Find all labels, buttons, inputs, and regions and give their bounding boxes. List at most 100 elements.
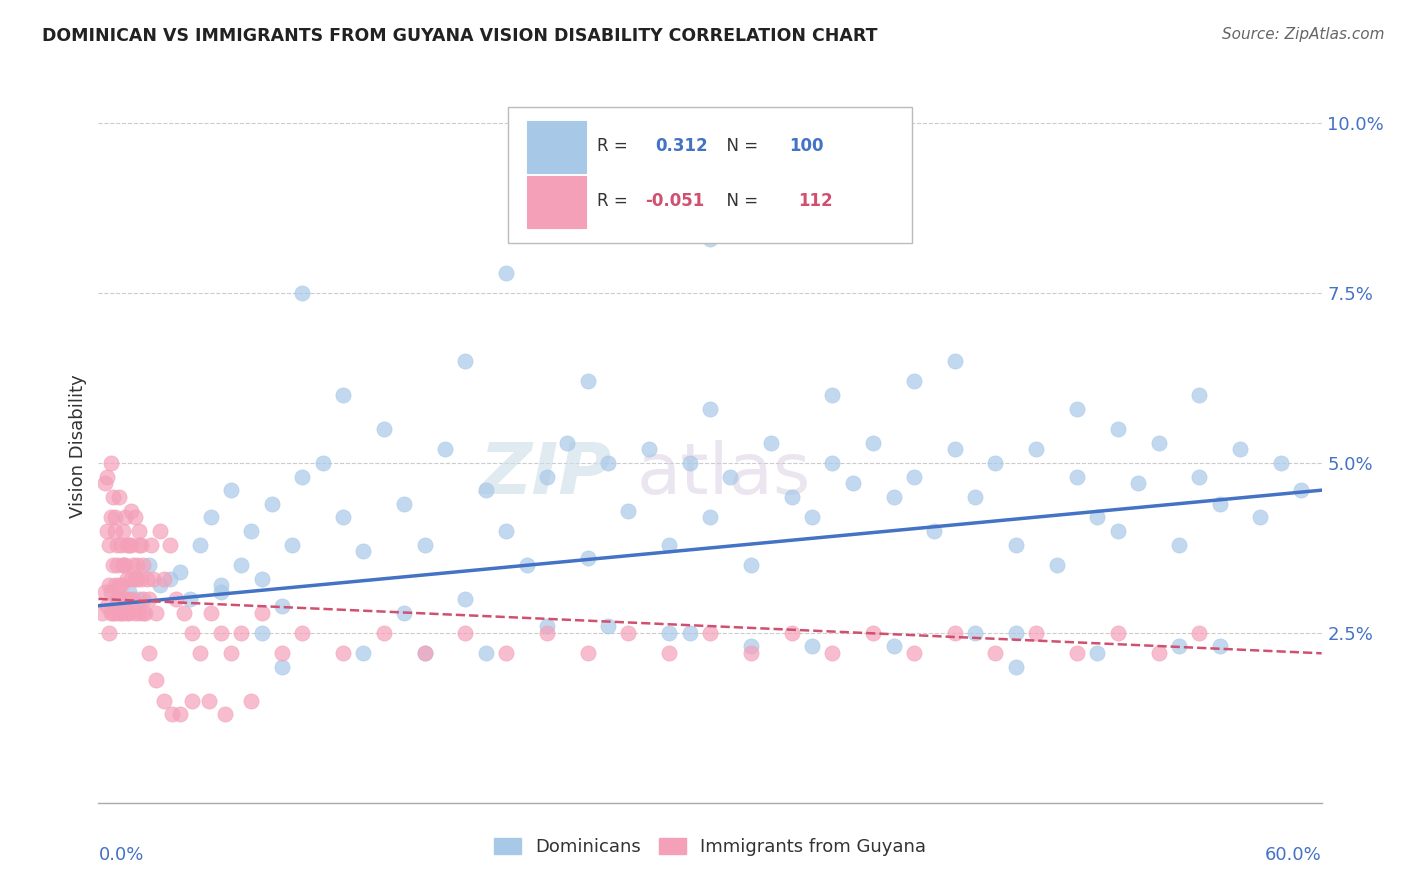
Point [1188,469,1211,483]
Point [740,646,762,660]
Point [1066,469,1088,483]
Point [780,490,803,504]
Point [219,483,242,498]
Text: DOMINICAN VS IMMIGRANTS FROM GUYANA VISION DISABILITY CORRELATION CHART: DOMINICAN VS IMMIGRANTS FROM GUYANA VISI… [42,27,877,45]
Point [922,524,945,538]
Point [100,456,122,470]
Point [111,558,134,572]
Point [231,626,253,640]
Point [110,578,132,592]
Point [260,497,283,511]
Point [250,572,273,586]
Point [93,585,115,599]
Point [159,537,181,551]
Point [270,660,294,674]
Point [821,388,844,402]
Point [984,646,1007,660]
Point [122,591,145,606]
Point [373,422,395,436]
Point [96,469,118,483]
Point [740,558,762,572]
Point [110,606,132,620]
Y-axis label: Vision Disability: Vision Disability [69,374,87,518]
Point [179,591,201,606]
Point [214,707,236,722]
Point [200,510,222,524]
Point [576,375,599,389]
Point [149,524,172,538]
Point [495,646,517,660]
Text: N =: N = [716,137,763,155]
Point [100,585,122,599]
Point [1107,422,1129,436]
Point [1066,646,1088,660]
Point [124,572,146,586]
Point [152,572,174,586]
Point [114,558,136,572]
Point [679,456,702,470]
Point [291,286,314,301]
Point [104,524,127,538]
Point [122,558,145,572]
Text: -0.051: -0.051 [645,193,704,211]
Point [1188,388,1211,402]
Point [240,694,263,708]
Point [291,469,314,483]
Point [291,626,314,640]
Point [883,490,905,504]
Point [124,510,146,524]
Point [169,565,191,579]
Point [332,388,354,402]
Point [352,646,374,660]
Point [250,626,273,640]
Point [1291,483,1313,498]
Point [101,558,124,572]
Point [373,626,395,640]
Point [134,606,156,620]
Point [96,599,118,613]
Point [1147,435,1170,450]
Point [883,640,905,654]
Text: ZIP: ZIP [479,440,612,509]
Text: 60.0%: 60.0% [1265,846,1322,863]
Point [1128,476,1150,491]
Point [93,476,115,491]
Point [516,558,538,572]
Point [699,510,721,524]
Point [617,626,640,640]
Point [658,626,681,640]
Point [801,510,824,524]
Point [132,606,155,620]
Point [281,537,304,551]
Point [699,232,721,246]
Point [1209,640,1232,654]
Point [132,558,155,572]
Point [124,606,146,620]
Point [454,591,477,606]
Point [1025,626,1047,640]
Point [903,469,925,483]
Point [231,558,253,572]
Point [118,606,141,620]
Point [312,456,335,470]
Point [821,456,844,470]
Point [740,640,762,654]
Point [454,626,477,640]
Point [1004,626,1026,640]
Point [145,606,167,620]
Point [557,435,579,450]
Point [138,591,160,606]
Point [943,626,966,640]
Point [1085,646,1108,660]
Point [132,591,155,606]
Point [181,694,204,708]
Text: R =: R = [598,193,634,211]
Point [114,510,136,524]
Point [1025,442,1047,457]
Point [495,266,517,280]
Point [1167,537,1189,551]
Point [169,707,191,722]
Point [136,572,159,586]
Point [392,606,416,620]
Point [138,558,160,572]
